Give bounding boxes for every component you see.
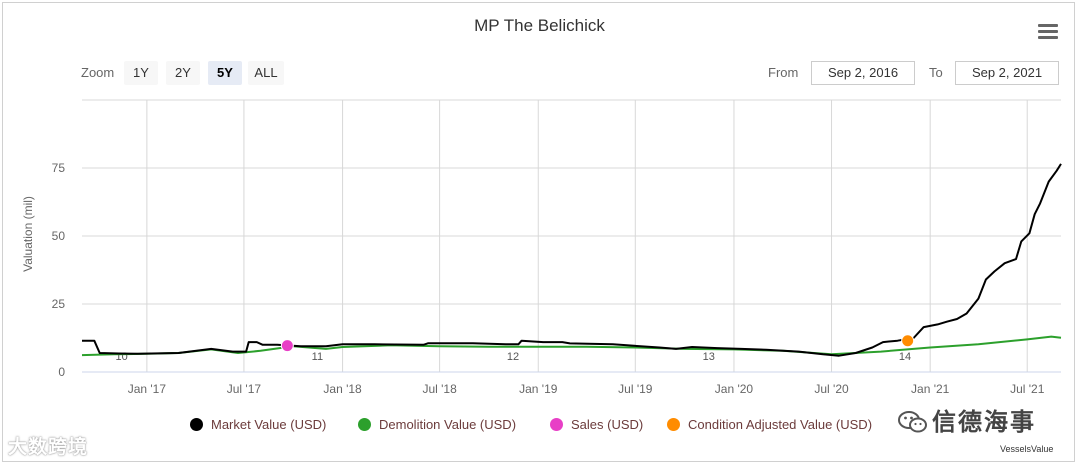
legend-dot-demolition-value [358,418,371,431]
zoom-all-button[interactable]: ALL [248,61,284,85]
y-tick-label: 0 [58,365,65,379]
y-tick-label: 25 [52,297,66,311]
to-label: To [929,65,943,80]
zoom-1y-button[interactable]: 1Y [124,61,158,85]
x-axis-labels: Jan '17 Jul '17 Jan '18 Jul '18 Jan '19 Jul '… [128,382,1045,396]
x-tick-label: Jul '17 [227,382,262,396]
x-tick-label: Jul '18 [422,382,457,396]
legend-item-condition-adjusted-value[interactable]: Condition Adjusted Value (USD) [667,417,872,432]
legend-label: Condition Adjusted Value (USD) [688,417,873,432]
legend-dot-sales [550,418,563,431]
from-date-input[interactable]: Sep 2, 2016 [811,61,915,85]
sales-marker [280,339,294,353]
age-label: 13 [703,351,715,363]
condition-adjusted-marker [901,334,915,348]
to-date-input[interactable]: Sep 2, 2021 [955,61,1059,85]
legend-label: Demolition Value (USD) [379,417,517,432]
x-tick-label: Jan '18 [323,382,362,396]
zoom-5y-button[interactable]: 5Y [208,61,242,85]
x-tick-label: Jul '19 [618,382,653,396]
market-value-line [82,163,1062,357]
x-tick-label: Jan '19 [519,382,558,396]
zoom-label: Zoom [81,65,115,80]
y-tick-label: 50 [52,229,66,243]
watermark-right: 信德海事 [898,402,1036,437]
demolition-value-line [81,335,1062,357]
x-tick-label: Jul '21 [1010,382,1045,396]
legend-dot-market-value [190,418,203,431]
legend-dot-condition-adjusted-value [667,418,680,431]
zoom-2y-button[interactable]: 2Y [166,61,200,85]
age-label: 11 [312,351,323,363]
from-label: From [768,65,799,80]
watermark-right-text: 信德海事 [932,409,1036,436]
legend-item-sales[interactable]: Sales (USD) [550,417,643,432]
legend-label: Market Value (USD) [211,417,327,432]
x-tick-label: Jan '21 [911,382,950,396]
legend-item-market-value[interactable]: Market Value (USD) [190,417,326,432]
hamburger-menu-icon[interactable] [1038,24,1058,40]
chart-title: MP The Belichick [474,16,605,35]
series-lines [81,163,1062,357]
y-axis-labels: 0 25 50 75 [52,161,66,379]
age-label: 14 [899,351,911,363]
credits-label[interactable]: VesselsValue [1000,444,1054,454]
x-tick-label: Jan '20 [715,382,754,396]
wechat-icon [898,411,927,433]
legend-label: Sales (USD) [571,417,644,432]
legend-item-demolition-value[interactable]: Demolition Value (USD) [358,417,516,432]
watermark-left: 大数跨境 [8,437,89,458]
grid-lines [82,99,1061,373]
series-markers [280,334,915,353]
y-axis-title: Valuation (mil) [21,196,35,272]
x-tick-label: Jul '20 [814,382,849,396]
x-tick-label: Jan '17 [128,382,167,396]
age-label: 12 [507,351,519,363]
y-tick-label: 75 [52,161,66,175]
